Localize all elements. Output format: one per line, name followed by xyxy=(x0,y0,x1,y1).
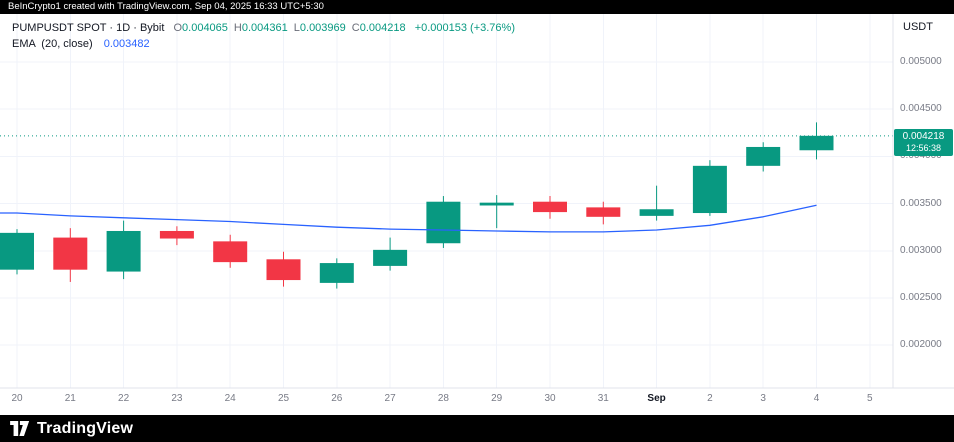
indicator-row[interactable]: EMA (20, close) 0.003482 xyxy=(12,36,515,52)
x-axis-label-24: 24 xyxy=(224,393,236,404)
candle-sep-2[interactable] xyxy=(692,160,727,216)
price-axis-label: 0.004000 xyxy=(900,150,942,162)
candle-aug-22[interactable] xyxy=(106,220,141,280)
x-axis-label-sep: Sep xyxy=(647,393,666,404)
ohlc-value: 0.003969 xyxy=(299,22,346,34)
tradingview-logo-icon xyxy=(10,421,30,436)
candle-aug-21[interactable] xyxy=(53,228,88,282)
candle-aug-29[interactable] xyxy=(479,195,514,229)
ohlc-letter: O xyxy=(173,22,183,34)
candle-aug-25[interactable] xyxy=(266,251,301,287)
x-axis-label-30: 30 xyxy=(544,393,556,404)
symbol-row: PUMPUSDT SPOT · 1D · Bybit O0.004065 H0.0… xyxy=(12,20,515,36)
candle-sep-4[interactable] xyxy=(799,122,834,160)
x-axis-label-4: 4 xyxy=(813,393,820,404)
bottom-bar: TradingView xyxy=(0,415,954,442)
x-axis[interactable]: 20 21 22 23 24 25 26 27 28 29 30 31 Sep 2 3 4 5 xyxy=(0,390,893,414)
candle-aug-26[interactable] xyxy=(319,258,354,289)
current-price-badge: 0.004218 12:56:38 xyxy=(894,128,953,156)
x-axis-label-31: 31 xyxy=(597,393,609,404)
badge-price: 0.004218 xyxy=(902,130,945,142)
ohlc-value: 0.004218 xyxy=(359,22,406,34)
x-axis-label-3: 3 xyxy=(760,393,766,404)
price-axis-label: 0.005000 xyxy=(900,56,942,67)
candle-aug-30[interactable] xyxy=(533,196,567,219)
tradingview-wordmark: TradingView xyxy=(37,419,134,437)
candle-sep-1[interactable] xyxy=(639,185,674,221)
x-axis-label-23: 23 xyxy=(171,393,183,404)
indicator-value: 0.003482 xyxy=(103,38,150,50)
chart-legend: PUMPUSDT SPOT · 1D · Bybit O0.004065 H0.0… xyxy=(12,20,515,52)
ohlc-values: O0.004065 H0.004361 L0.003969 C0.004218 xyxy=(167,22,405,34)
ohlc-letter: C xyxy=(351,22,360,34)
price-change: +0.000153 (+3.76%) xyxy=(414,22,515,34)
price-axis-label: 0.004500 xyxy=(900,103,942,115)
ohlc-value: 0.004361 xyxy=(241,22,288,34)
x-axis-label-5: 5 xyxy=(867,393,873,404)
candle-aug-28[interactable] xyxy=(426,196,461,248)
candle-aug-27[interactable] xyxy=(373,237,408,271)
price-axis-label: 0.003000 xyxy=(900,244,942,256)
attribution-text: BeInCrypto1 created with TradingView.com… xyxy=(8,1,324,12)
price-axis-label: 0.002000 xyxy=(900,339,942,351)
x-axis-label-29: 29 xyxy=(491,393,503,404)
price-axis-label: 0.002500 xyxy=(900,292,942,303)
grid-lines xyxy=(0,14,893,388)
x-axis-label-28: 28 xyxy=(437,393,449,404)
candle-sep-3[interactable] xyxy=(746,142,781,172)
x-axis-label-20: 20 xyxy=(11,393,23,404)
x-axis-label-26: 26 xyxy=(331,393,343,404)
currency-label: USDT xyxy=(903,21,933,33)
x-axis-label-25: 25 xyxy=(277,393,290,404)
top-attribution-bar: BeInCrypto1 created with TradingView.com… xyxy=(0,0,954,14)
indicator-params: (20, close) xyxy=(41,38,93,50)
price-axis-label: 0.003500 xyxy=(900,197,942,209)
tradingview-logo[interactable]: TradingView xyxy=(10,420,133,438)
candle-aug-31[interactable] xyxy=(586,201,621,225)
candle-aug-20[interactable] xyxy=(0,229,34,275)
candle-aug-23[interactable] xyxy=(159,226,194,246)
x-axis-label-21: 21 xyxy=(64,393,76,404)
x-axis-label-22: 22 xyxy=(118,393,130,404)
ohlc-letter: H xyxy=(233,22,242,34)
ohlc-value: 0.004065 xyxy=(182,22,228,34)
symbol-title[interactable]: PUMPUSDT SPOT · 1D · Bybit xyxy=(12,22,165,34)
badge-countdown: 12:56:38 xyxy=(905,142,942,153)
indicator-name: EMA xyxy=(12,38,36,50)
candle-aug-24[interactable] xyxy=(213,234,248,268)
ohlc-letter: L xyxy=(293,22,300,34)
x-axis-label-2: 2 xyxy=(707,393,713,404)
ema-line[interactable] xyxy=(0,204,817,233)
candles-group xyxy=(0,122,834,289)
x-axis-label-27: 27 xyxy=(384,393,396,404)
price-axis[interactable]: 0.004218 12:56:38 0.005000 0.004500 0.0040… xyxy=(893,0,954,442)
